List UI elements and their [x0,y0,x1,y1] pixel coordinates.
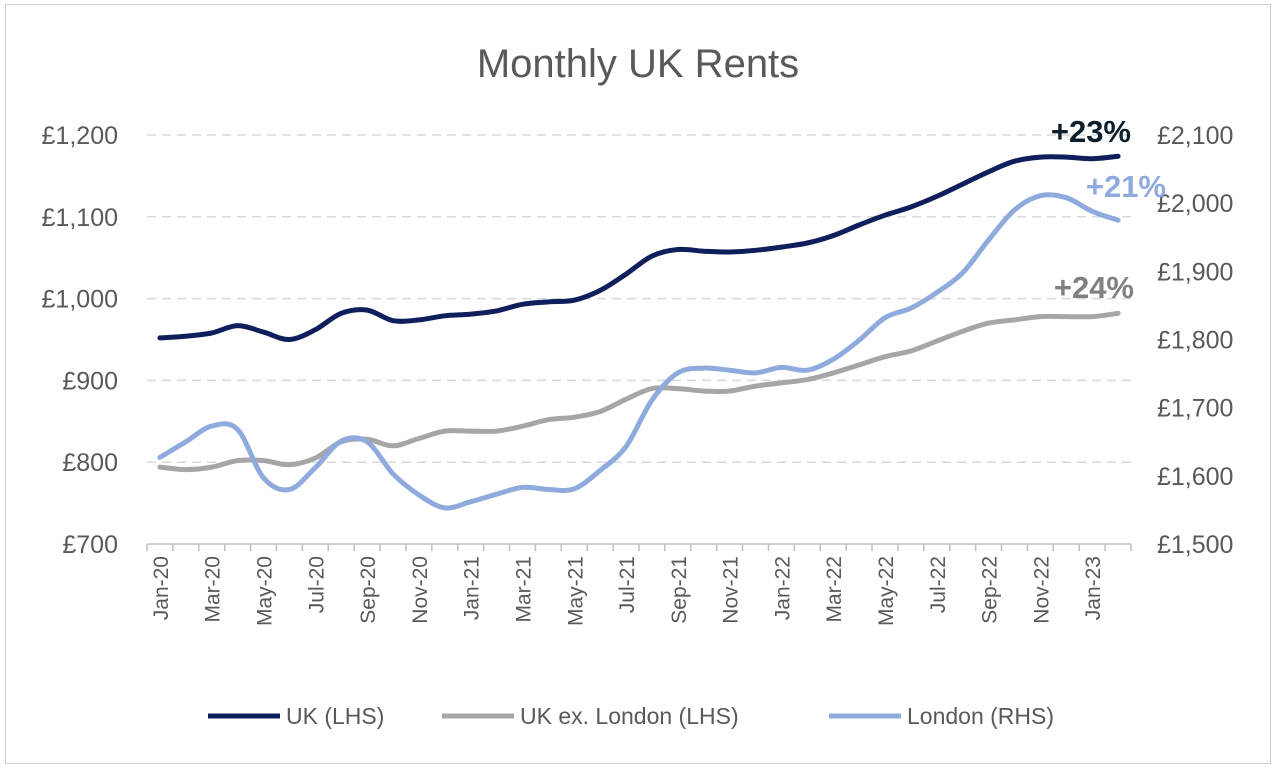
annotation-uk-change: +23% [1051,114,1131,149]
y-left-tick-label: £1,200 [42,122,118,150]
x-tick-label: Nov-22 [1030,556,1053,624]
x-tick-label: Nov-20 [409,556,432,624]
y-right-tick-label: £2,000 [1157,190,1233,218]
legend-label-uk: UK (LHS) [286,703,384,729]
series-line-uk-ex-london [157,310,1121,473]
x-tick-label: Jul-21 [616,556,639,613]
legend: UK (LHS) UK ex. London (LHS) London (RHS… [208,703,1054,729]
legend-label-london: London (RHS) [907,703,1054,729]
y-left-tick-label: £1,000 [42,286,118,314]
y-right-tick-label: £1,800 [1157,327,1233,355]
annotation-uk-ex-london-change: +24% [1054,270,1134,305]
y-left-tick-label: £800 [62,449,118,477]
x-tick-label: Sep-21 [668,556,691,624]
y-left-tick-label: £1,100 [42,204,118,232]
x-tick-label: Jan-23 [1082,556,1105,620]
chart-title: Monthly UK Rents [477,42,799,86]
chart-frame [5,4,1271,764]
x-tick-label: Jan-22 [771,556,794,620]
y-left-tick-label: £700 [62,531,118,559]
y-right-tick-label: £1,900 [1157,258,1233,286]
series-line-london [157,192,1121,511]
annotation-london-change: +21% [1086,169,1166,204]
x-tick-label: Mar-21 [512,556,535,623]
x-tick-label: Sep-22 [979,556,1002,624]
x-tick-label: May-21 [564,556,587,626]
series-line-uk [157,153,1121,342]
y-left-tick-label: £900 [62,367,118,395]
x-tick-label: Jan-20 [150,556,173,620]
x-tick-label: Jul-20 [305,556,328,613]
x-tick-label: May-22 [875,556,898,626]
y-right-tick-label: £2,100 [1157,122,1233,150]
y-right-tick-label: £1,500 [1157,531,1233,559]
x-tick-label: Nov-21 [720,556,743,624]
x-tick-label: Mar-20 [202,556,225,623]
y-right-tick-label: £1,700 [1157,395,1233,423]
y-right-tick-label: £1,600 [1157,463,1233,491]
x-tick-label: Mar-22 [823,556,846,623]
x-tick-label: Sep-20 [357,556,380,624]
x-tick-label: May-20 [254,556,277,626]
x-tick-label: Jul-22 [927,556,950,613]
legend-label-uk-ex-london: UK ex. London (LHS) [520,703,739,729]
x-tick-label: Jan-21 [461,556,484,620]
